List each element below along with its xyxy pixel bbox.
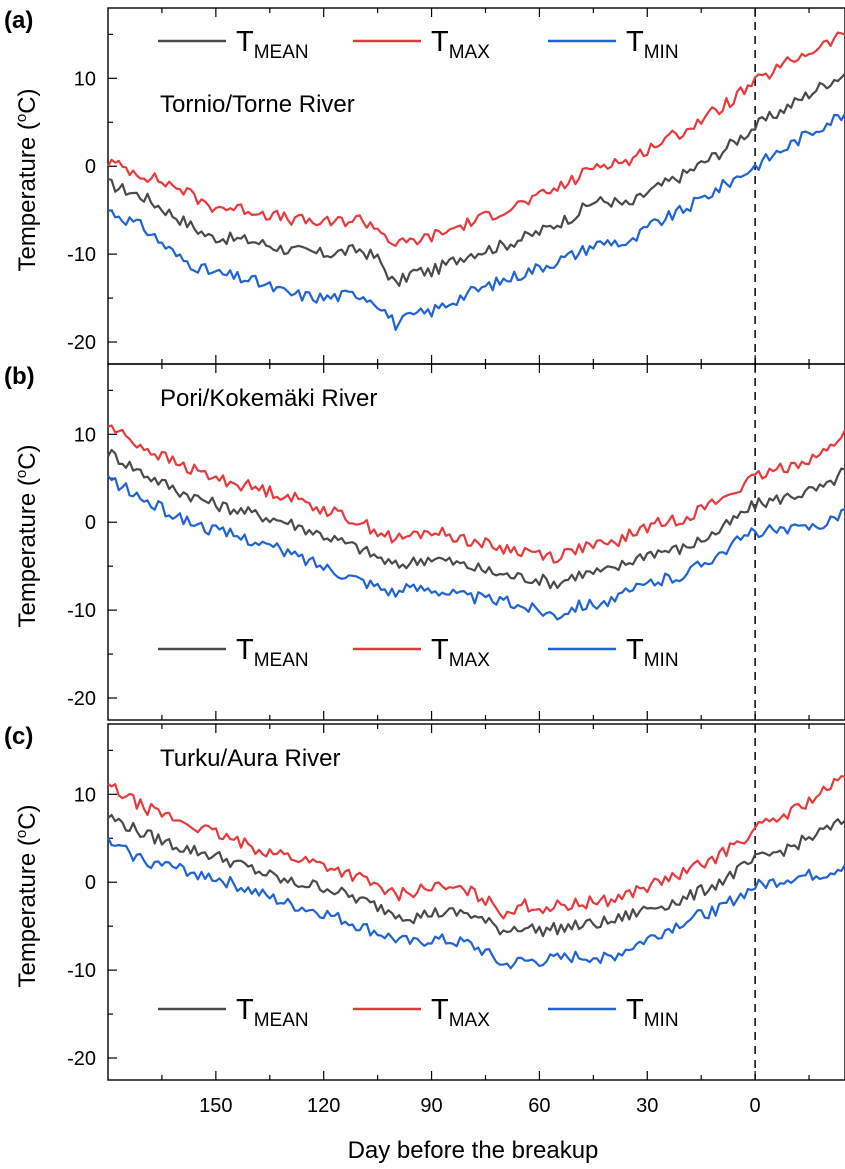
panel-title: Turku/Aura River [160,745,341,772]
legend-label-main: T [431,634,449,666]
legend-label: TMEAN [236,994,309,1031]
legend-label-sub: MEAN [254,650,309,671]
legend-label-main: T [431,994,449,1026]
y-tick-label: -10 [67,244,96,266]
series-line-mean [107,813,845,938]
y-axis-label-end: C) [14,444,41,469]
y-tick-label: -20 [67,1048,96,1070]
series-line-mean [107,73,845,287]
legend-label: TMAX [431,634,490,671]
x-tick-label: 0 [750,1095,761,1117]
y-tick-label: 10 [74,68,96,90]
y-tick-label: 0 [85,156,96,178]
x-tick-label: 30 [636,1095,658,1117]
panel-title: Pori/Kokemäki River [160,385,377,412]
legend-label: TMIN [626,994,679,1031]
x-tick-label: 60 [528,1095,550,1117]
x-tick-label: 120 [307,1095,340,1117]
legend-label-sub: MAX [449,42,491,63]
legend-label-main: T [626,634,644,666]
panel-tag: (c) [4,723,33,750]
y-tick-label: -10 [67,960,96,982]
y-tick-label: -20 [67,688,96,710]
y-axis-label: Temperature (oC) [13,88,41,271]
legend-label: TMIN [626,26,679,63]
legend-label: TMAX [431,994,490,1031]
series-line-max [107,775,845,920]
legend-label-main: T [431,26,449,58]
legend-label-main: T [236,26,254,58]
legend-label-sub: MEAN [254,42,309,63]
y-axis-label: Temperature (oC) [13,804,41,987]
plot-frame [107,723,845,1081]
y-tick-label: 0 [85,872,96,894]
y-axis-label-superscript: o [13,470,30,478]
x-axis-label: Day before the breakup [348,1137,599,1164]
legend-label-main: T [626,994,644,1026]
y-axis-label-end: C) [14,88,41,113]
series-line-max [107,424,845,564]
legend-label-sub: MIN [644,42,679,63]
legend-label-main: T [236,634,254,666]
legend-label-sub: MIN [644,650,679,671]
y-axis-label: Temperature (oC) [13,444,41,627]
series-line-min [107,475,845,621]
y-tick-label: -10 [67,600,96,622]
y-axis-label-text: Temperature ( [14,838,41,987]
y-tick-label: 10 [74,784,96,806]
y-tick-label: -20 [67,332,96,354]
panel-0: 10 0 -10 -20 Temperature (oC) (a) Tornio/Torne… [4,7,845,365]
y-axis-label-text: Temperature ( [14,478,41,627]
series-line-min [107,837,845,970]
series-line-mean [107,448,845,590]
legend-label: TMEAN [236,26,309,63]
panel-1: 10 0 -10 -20 Temperature (oC) (b) Pori/Kokemäk… [4,363,845,721]
panel-tag: (b) [4,363,35,390]
legend-label-sub: MAX [449,1010,491,1031]
legend-label-main: T [626,26,644,58]
x-tick-label: 90 [420,1095,442,1117]
y-axis-label-superscript: o [13,114,30,122]
panel-tag: (a) [4,7,33,34]
plot-frame [107,363,845,721]
legend-label: TMAX [431,26,490,63]
legend-label-main: T [236,994,254,1026]
panel-2: 10 0 -10 -20 Temperature (oC) (c) Turku/Aura R… [4,723,845,1117]
legend-label-sub: MAX [449,650,491,671]
legend-label: TMEAN [236,634,309,671]
series-line-max [107,31,845,247]
x-tick-label: 150 [199,1095,232,1117]
legend-label-sub: MEAN [254,1010,309,1031]
y-axis-label-superscript: o [13,830,30,838]
panel-title: Tornio/Torne River [160,91,355,118]
y-tick-label: 0 [85,512,96,534]
legend-label-sub: MIN [644,1010,679,1031]
legend-label: TMIN [626,634,679,671]
series-line-min [107,112,845,331]
y-tick-label: 10 [74,424,96,446]
y-axis-label-end: C) [14,804,41,829]
y-axis-label-text: Temperature ( [14,122,41,271]
